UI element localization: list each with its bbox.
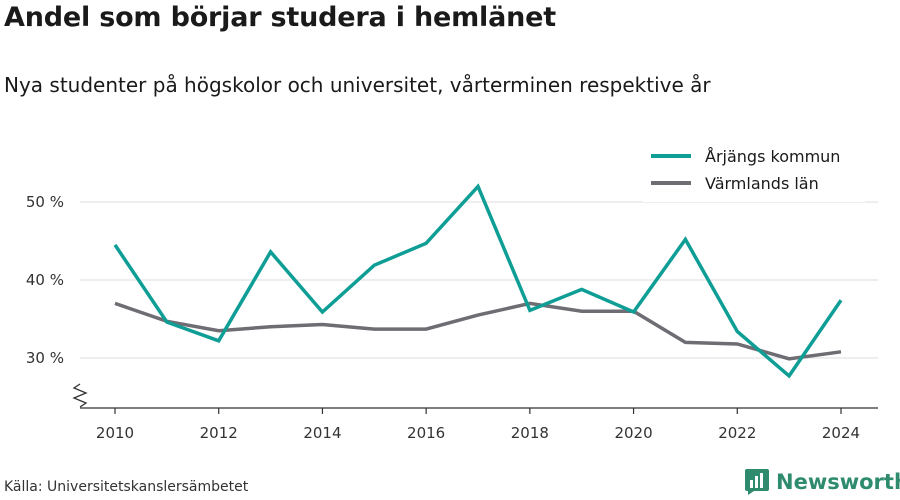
source-note: Källa: Universitetskanslersämbetet (4, 479, 249, 495)
brand-name: Newsworthy (776, 470, 900, 494)
newsworthy-bars-icon (745, 469, 769, 495)
y-tick-label: 40 % (26, 271, 64, 289)
x-tick-label: 2012 (200, 424, 238, 442)
x-tick-label: 2020 (614, 424, 652, 442)
y-tick-label: 30 % (26, 349, 64, 367)
legend-label-varmland: Värmlands län (705, 174, 819, 193)
x-tick-label: 2018 (511, 424, 549, 442)
chart-title: Andel som börjar studera i hemlänet (4, 2, 556, 33)
newsworthy-logo: Newsworthy (744, 468, 900, 496)
x-tick-label: 2014 (303, 424, 341, 442)
legend-background (643, 140, 865, 202)
y-tick-label: 50 % (26, 193, 64, 211)
series-line-varmland (114, 301, 842, 361)
x-tick-label: 2016 (407, 424, 445, 442)
legend-label-arjang: Årjängs kommun (705, 147, 840, 166)
chart-subtitle: Nya studenter på högskolor och universit… (4, 73, 711, 97)
x-tick-label: 2010 (96, 424, 134, 442)
line-chart: 30 % 40 % 50 % 2010 2012 2014 2016 2018 2020 202… (25, 140, 878, 442)
axis-break-icon (72, 383, 88, 408)
series-line-arjang (113, 183, 843, 379)
x-tick-label: 2022 (718, 424, 756, 442)
x-tick-label: 2024 (822, 424, 860, 442)
